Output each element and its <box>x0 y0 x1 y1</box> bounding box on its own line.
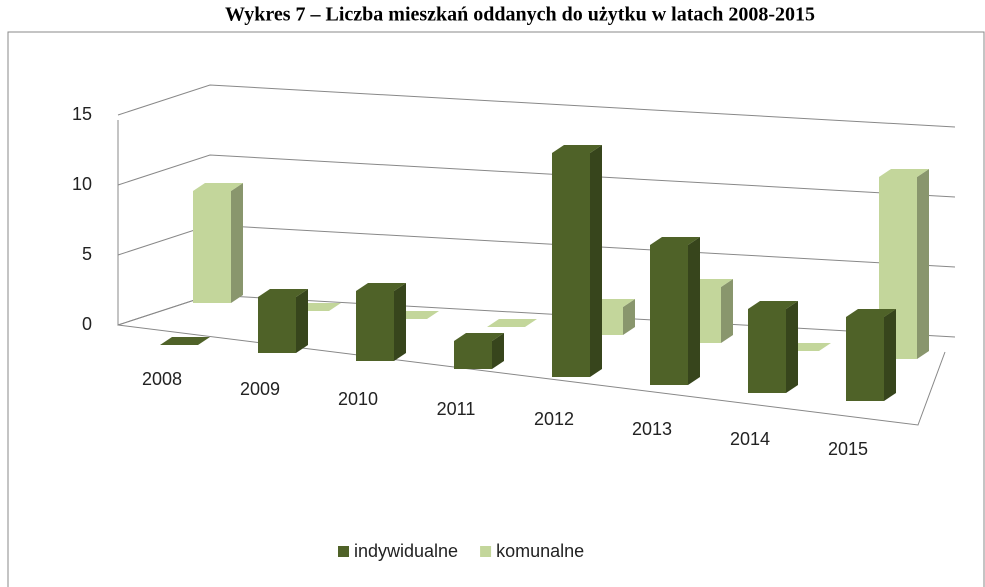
y-tick-label: 10 <box>72 174 92 194</box>
bar-face <box>721 279 733 343</box>
bar <box>160 337 210 345</box>
chart-border <box>7 31 985 587</box>
legend-label: indywidualne <box>354 541 458 561</box>
x-tick-label: 2011 <box>437 399 476 419</box>
legend-swatch <box>338 546 349 557</box>
bar <box>487 319 537 327</box>
bar-face <box>193 191 231 303</box>
bar-face <box>917 169 929 359</box>
bar-face <box>623 299 635 335</box>
x-tick-label: 2013 <box>632 419 672 439</box>
bar-face <box>590 145 602 377</box>
bar-face <box>394 283 406 361</box>
bar <box>193 183 243 303</box>
x-tick-label: 2015 <box>828 439 868 459</box>
bar-face <box>193 183 243 191</box>
x-tick-label: 2009 <box>240 379 280 399</box>
grid-line <box>117 84 956 128</box>
bar-face <box>492 333 504 369</box>
bar-face <box>748 301 798 309</box>
bar <box>258 289 308 353</box>
bar-face <box>356 291 394 361</box>
y-tick-label: 5 <box>82 244 92 264</box>
bar-face <box>846 317 884 401</box>
x-tick-label: 2008 <box>142 369 182 389</box>
bar-face <box>231 183 243 303</box>
bar-face <box>356 283 406 291</box>
bar-face <box>748 309 786 393</box>
bar-face <box>552 153 590 377</box>
bar-face <box>552 145 602 153</box>
bar <box>748 301 798 393</box>
bar <box>356 283 406 361</box>
bar-face <box>454 341 492 369</box>
x-tick-label: 2014 <box>730 429 770 449</box>
legend-swatch <box>480 546 492 557</box>
bar-face <box>786 301 798 393</box>
bar-face <box>454 333 504 341</box>
bar-face <box>160 337 210 345</box>
bar-face <box>258 289 308 297</box>
grid-line <box>117 154 956 198</box>
bar-face <box>846 309 896 317</box>
x-tick-label: 2010 <box>338 389 378 409</box>
bar-face <box>296 289 308 353</box>
bar-face <box>884 309 896 401</box>
y-tick-label: 0 <box>82 314 92 334</box>
chart-title: Wykres 7 – Liczba mieszkań oddanych do u… <box>225 4 815 26</box>
bar <box>454 333 504 369</box>
x-tick-label: 2012 <box>534 409 574 429</box>
bar-face <box>688 237 700 385</box>
legend-label: komunalne <box>496 541 584 561</box>
bar-face <box>879 169 929 177</box>
y-tick-label: 15 <box>72 104 92 124</box>
bar-face <box>650 237 700 245</box>
bar-face <box>258 297 296 353</box>
bar <box>846 309 896 401</box>
bar <box>552 145 602 377</box>
bar-face <box>487 319 537 327</box>
bar-face <box>650 245 688 385</box>
bar <box>650 237 700 385</box>
